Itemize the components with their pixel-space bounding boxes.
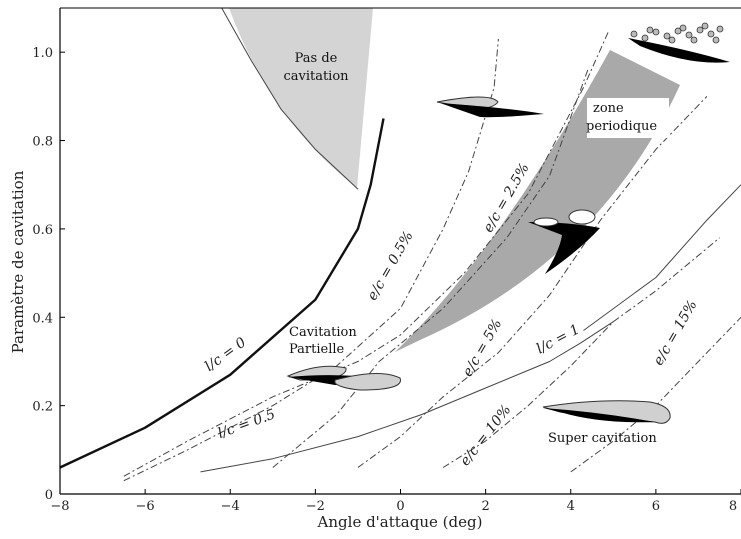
y-tick-label: 1.0	[32, 46, 53, 61]
annot-periodic-bg	[587, 98, 669, 138]
annot-periodic: zone periodique	[586, 101, 657, 134]
label-ec5: e/c = 5%	[460, 316, 506, 379]
y-tick-label: 0.6	[32, 223, 53, 238]
annot-partial: Cavitation Partielle	[289, 325, 357, 357]
x-tick-label: −8	[50, 499, 69, 514]
bubble	[663, 32, 671, 40]
curve-no-cav-boundary	[221, 8, 359, 190]
bubble	[630, 30, 638, 38]
curve-e-c-10-	[442, 237, 721, 468]
bubble	[707, 30, 715, 38]
bubble	[652, 28, 660, 36]
x-tick-label: 6	[652, 499, 660, 514]
foil-super-bubbles	[628, 22, 730, 63]
curve-l-c-1-super-	[583, 184, 741, 331]
foil-super	[542, 400, 671, 424]
bubble-cloud	[630, 22, 724, 44]
x-tick-label: −2	[306, 499, 325, 514]
label-ec15: e/c = 15%	[650, 298, 700, 369]
curve-l-c-0-5	[123, 29, 610, 477]
curve-l-c-1	[200, 321, 614, 473]
bubble	[646, 26, 654, 34]
bubble	[701, 22, 709, 30]
bubble	[712, 36, 720, 44]
foil-partial	[286, 365, 401, 391]
bubble	[685, 31, 693, 39]
y-tick-label: 0.4	[32, 311, 53, 326]
x-tick-label: 2	[481, 499, 489, 514]
annot-super: Super cavitation	[548, 431, 657, 446]
no-cavitation-region	[229, 8, 373, 188]
bubble	[679, 24, 687, 32]
label-ec10: e/c = 10%	[457, 402, 514, 469]
x-tick-label: −6	[136, 499, 155, 514]
bubble	[696, 26, 704, 34]
curve-e-c-5-	[357, 96, 708, 468]
bubble	[674, 27, 682, 35]
label-lc1: l/c = 1	[534, 321, 583, 357]
x-tick-label: 4	[567, 499, 575, 514]
bubble	[641, 34, 649, 42]
x-tick-label: 8	[729, 499, 737, 514]
y-tick-label: 0	[45, 488, 53, 503]
x-axis-label: Angle d'attaque (deg)	[317, 513, 483, 531]
y-tick-label: 0.2	[32, 400, 53, 415]
y-tick-label: 0.8	[32, 135, 53, 150]
x-tick-label: −4	[221, 499, 240, 514]
bubble	[690, 36, 698, 44]
label-lc05: l/c = 0.5	[216, 406, 278, 442]
periodic-zone-region	[395, 50, 680, 352]
x-tick-label: 0	[396, 499, 404, 514]
curve-group	[60, 8, 741, 482]
label-lc0: l/c = 0	[202, 335, 249, 375]
foil-no-cavitation	[436, 96, 544, 118]
tick-group: −8 −6 −4 −2 0 2 4 6 8 0 0.2 0.4 0.6 0.8 1.0	[32, 46, 741, 514]
foil-periodic	[528, 209, 600, 274]
y-axis-label: Paramètre de cavitation	[9, 170, 27, 353]
bubble	[716, 25, 724, 33]
curve-l-c-0	[60, 118, 385, 469]
bubble	[668, 36, 676, 44]
curve-e-c-15-	[570, 316, 741, 473]
annot-no-cavitation: Pas de cavitation	[283, 51, 349, 84]
